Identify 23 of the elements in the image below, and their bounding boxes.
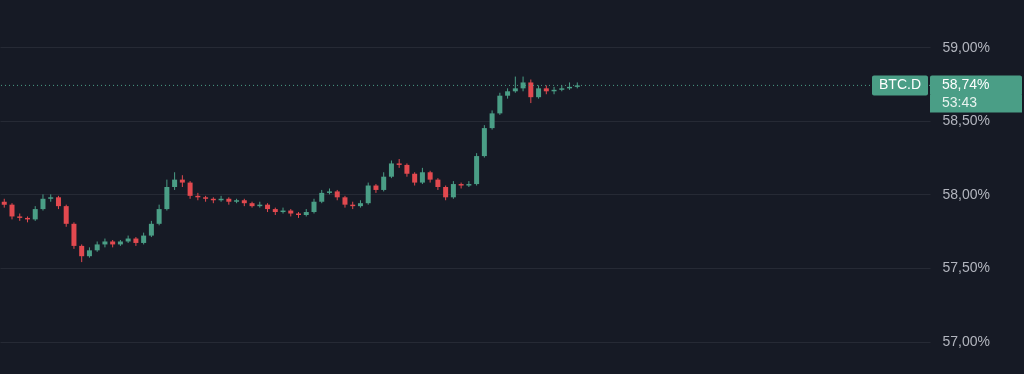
y-tick-label: 58,00% bbox=[942, 185, 990, 202]
candlestick bbox=[102, 238, 108, 248]
text: 53:43 bbox=[942, 94, 978, 111]
candlestick bbox=[249, 201, 255, 209]
candlestick bbox=[63, 204, 69, 228]
candlestick bbox=[458, 182, 464, 189]
y-tick-label: 57,00% bbox=[942, 333, 990, 350]
candlestick bbox=[528, 79, 534, 104]
annotation: BTC.D bbox=[879, 76, 921, 93]
candlestick bbox=[497, 92, 503, 116]
candlestick bbox=[489, 109, 495, 131]
candlestick bbox=[71, 221, 77, 250]
candlestick bbox=[373, 183, 379, 194]
candlestick bbox=[133, 236, 139, 247]
y-tick-label: 57,50% bbox=[942, 259, 990, 276]
candlestick bbox=[365, 182, 371, 206]
y-tick-label: 59,00% bbox=[942, 38, 990, 55]
candlestick bbox=[164, 179, 170, 212]
candlestick bbox=[466, 180, 472, 188]
candlestick bbox=[381, 171, 387, 192]
y-tick-label: 58,50% bbox=[942, 112, 990, 129]
ref-line-label: 58,74% bbox=[942, 76, 990, 93]
candlestick bbox=[156, 204, 162, 226]
